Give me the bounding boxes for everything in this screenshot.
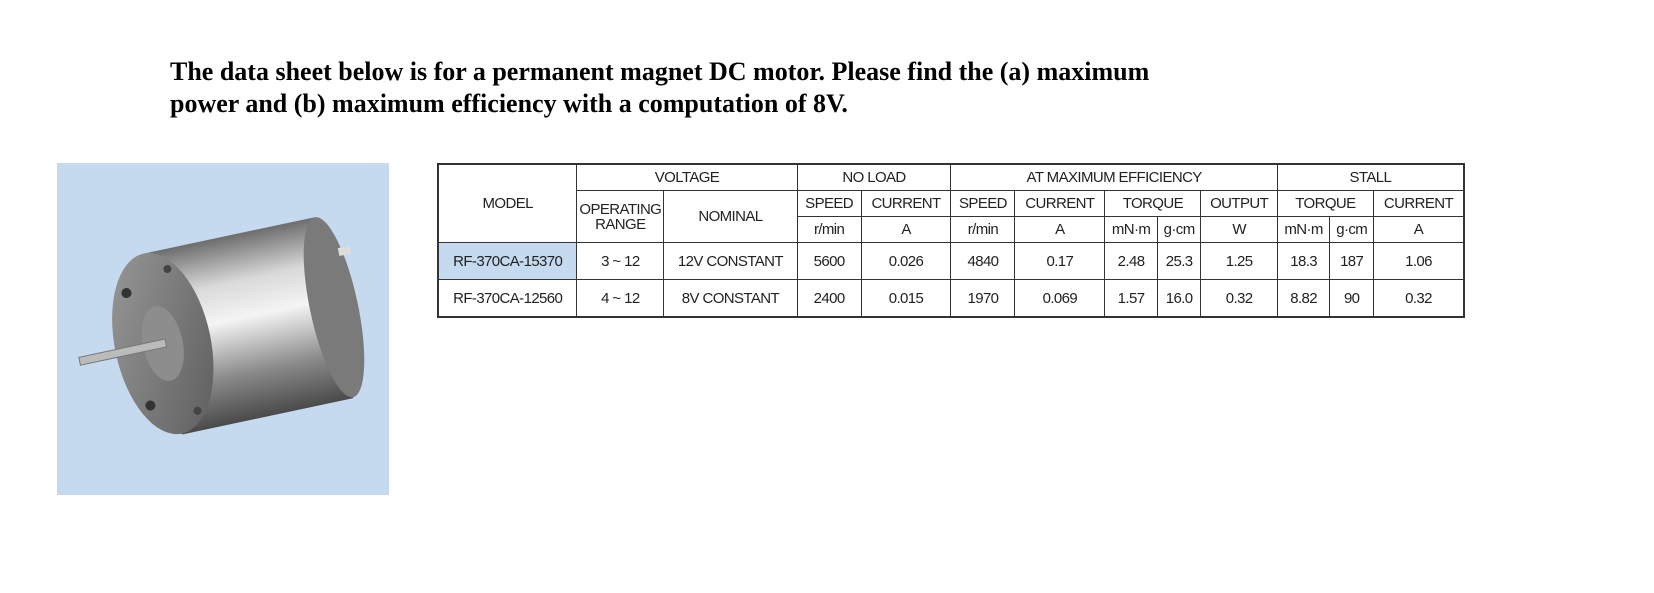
data-cell: 1.57: [1104, 279, 1158, 318]
data-cell: 1.25: [1200, 242, 1278, 280]
header-cell: AT MAXIMUM EFFICIENCY: [950, 163, 1278, 191]
model-cell: RF-370CA-15370: [437, 242, 578, 280]
header-cell: g·cm: [1156, 216, 1202, 243]
data-cell: 0.32: [1200, 279, 1278, 318]
header-cell: CURRENT: [1014, 190, 1106, 217]
data-cell: 25.3: [1156, 242, 1202, 280]
header-cell: mN·m: [1276, 216, 1331, 243]
model-cell: RF-370CA-12560: [437, 279, 578, 318]
header-cell: OUTPUT: [1200, 190, 1278, 217]
data-cell: 0.17: [1014, 242, 1106, 280]
question-line: power and (b) maximum efficiency with a …: [170, 89, 848, 118]
header-cell: NO LOAD: [796, 163, 952, 191]
data-cell: 0.015: [860, 279, 952, 318]
header-row: OPERATING RANGE NOMINAL SPEED CURRENT SPEED C…: [438, 190, 1465, 243]
data-cell: 1970: [950, 279, 1016, 318]
header-cell: A: [1372, 216, 1465, 243]
question: The data sheet below is for a permanent …: [170, 56, 1149, 120]
question-line: The data sheet below is for a permanent …: [170, 57, 1150, 86]
data-cell: 5600: [796, 242, 862, 280]
data-cell: 0.32: [1372, 279, 1465, 318]
data-cell: 0.069: [1014, 279, 1106, 318]
header-cell: SPEED: [950, 190, 1016, 217]
data-cell: 90: [1329, 279, 1374, 318]
data-cell: 3 ~ 12: [576, 242, 665, 280]
data-cell: 187: [1329, 242, 1374, 280]
header-cell: VOLTAGE: [576, 163, 798, 191]
header-cell: W: [1200, 216, 1278, 243]
data-cell: 2400: [796, 279, 862, 318]
header-cell: CURRENT: [1372, 190, 1465, 217]
header-cell: OPERATING RANGE: [576, 190, 665, 243]
header-cell: r/min: [950, 216, 1016, 243]
data-row: RF-370CA-12560 4 ~ 12 8V CONSTANT 2400 0.015…: [437, 279, 1465, 318]
motor-drawing: [78, 217, 365, 435]
data-cell: 4840: [950, 242, 1016, 280]
data-cell: 0.026: [860, 242, 952, 280]
data-cell: 1.06: [1372, 242, 1465, 280]
data-cell: 2.48: [1104, 242, 1158, 280]
header-cell: NOMINAL: [663, 190, 798, 243]
header-cell: TORQUE: [1276, 190, 1374, 217]
data-cell: 8V CONSTANT: [663, 279, 798, 318]
header-cell: A: [860, 216, 952, 243]
data-cell: 8.82: [1276, 279, 1331, 318]
data-cell: 12V CONSTANT: [663, 242, 798, 280]
data-cell: 18.3: [1276, 242, 1331, 280]
header-cell: MODEL: [437, 163, 578, 243]
header-cell: mN·m: [1104, 216, 1158, 243]
spec-table: MODEL VOLTAGE NO LOAD AT MAXIMUM EFFICIENCY…: [437, 163, 1465, 318]
header-cell: TORQUE: [1104, 190, 1202, 217]
data-row: RF-370CA-15370 3 ~ 12 12V CONSTANT 5600 0.02…: [437, 242, 1465, 280]
header-cell: CURRENT: [860, 190, 952, 217]
header-cell: STALL: [1276, 163, 1465, 191]
data-cell: 4 ~ 12: [576, 279, 665, 318]
header-row: MODEL VOLTAGE NO LOAD AT MAXIMUM EFFICIENCY…: [437, 163, 1465, 243]
header-cell: A: [1014, 216, 1106, 243]
header-cell: SPEED: [796, 190, 862, 217]
motor-image: [57, 163, 389, 495]
data-cell: 16.0: [1156, 279, 1202, 318]
header-cell: g·cm: [1329, 216, 1374, 243]
header-cell: r/min: [796, 216, 862, 243]
